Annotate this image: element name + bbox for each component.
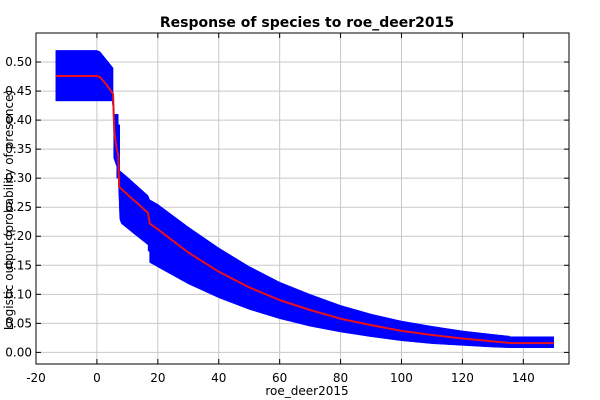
chart-title: Response of species to roe_deer2015: [160, 15, 454, 31]
y-tick-label: 0.00: [5, 345, 32, 359]
y-axis-label: Logistic output (probability of presence…: [2, 90, 16, 330]
grid-lines: [35, 33, 569, 364]
y-tick-label: 0.40: [5, 113, 32, 127]
x-tick-label: 80: [333, 371, 348, 385]
x-tick-label: 120: [451, 371, 474, 385]
y-tick-label: 0.50: [5, 55, 32, 69]
x-tick-label: -20: [26, 371, 46, 385]
x-tick-label: 60: [272, 371, 287, 385]
x-tick-label: 140: [512, 371, 535, 385]
x-axis-label: roe_deer2015: [265, 384, 348, 398]
x-tick-label: 0: [93, 371, 101, 385]
y-tick-label: 0.30: [5, 171, 32, 185]
plot-frame: [35, 32, 570, 365]
y-tick-label: 0.15: [5, 258, 32, 272]
x-tick-label: 20: [150, 371, 165, 385]
y-tick-label: 0.05: [5, 316, 32, 330]
y-tick-label: 0.35: [5, 142, 32, 156]
y-tick-label: 0.45: [5, 84, 32, 98]
x-tick-label: 100: [390, 371, 413, 385]
x-tick-label: 40: [211, 371, 226, 385]
y-tick-label: 0.25: [5, 200, 32, 214]
y-tick-label: 0.20: [5, 229, 32, 243]
y-tick-label: 0.10: [5, 287, 32, 301]
data-layer: [55, 50, 555, 348]
axis-ticks: -20 0 20 40 60 80 100 120 140 0.00 0.05 0.10 0.15 0.2…: [5, 33, 569, 385]
mean-response-line: [55, 74, 554, 345]
confidence-band: [55, 50, 555, 348]
